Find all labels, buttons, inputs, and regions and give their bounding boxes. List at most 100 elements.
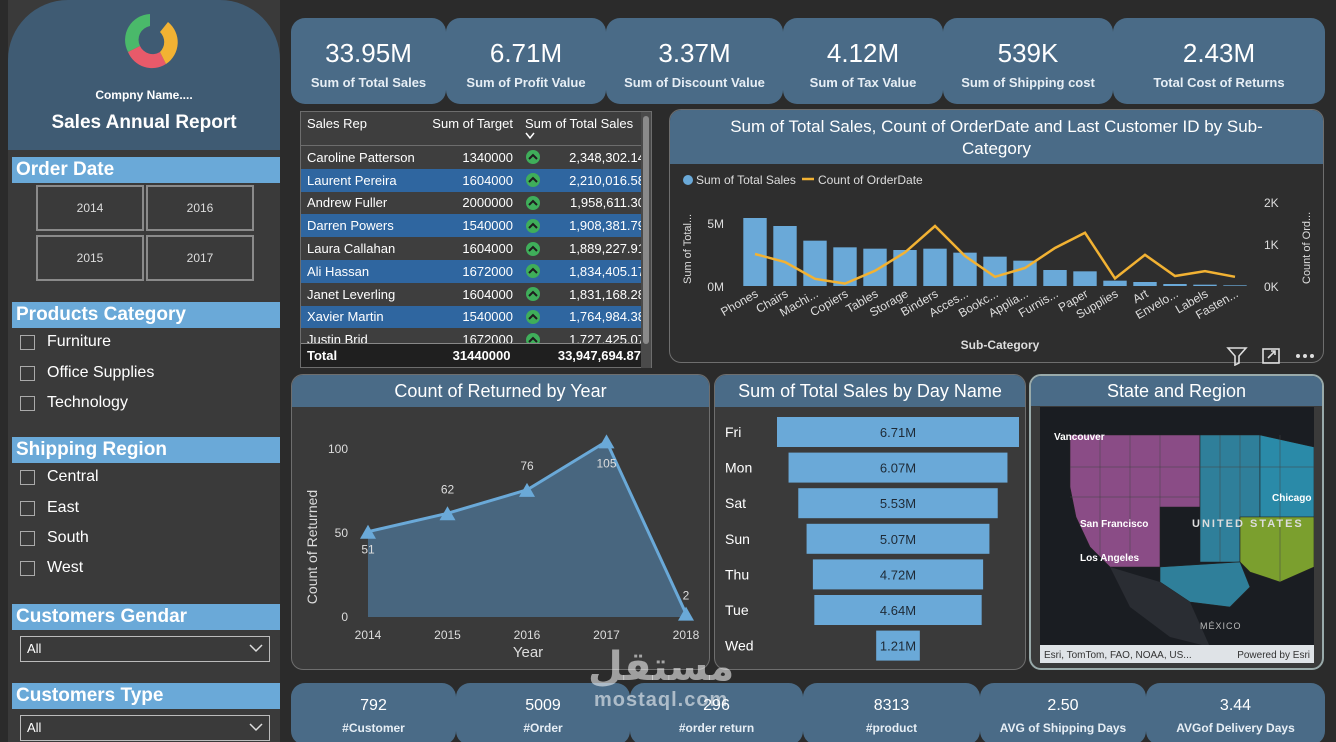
kpi-value: 2.43M bbox=[1182, 38, 1256, 68]
bar-11 bbox=[1073, 271, 1097, 286]
funnel-bar-3 bbox=[806, 523, 990, 554]
table-row[interactable]: Andrew Fuller 2000000 1,958,611.30 bbox=[301, 192, 651, 215]
cell-sales-rep: Ali Hassan bbox=[307, 263, 370, 279]
cell-target: 1340000 bbox=[462, 149, 513, 165]
us-map[interactable]: Vancouver San Francisco Los Angeles UNIT… bbox=[1040, 407, 1314, 663]
data-label: 62 bbox=[441, 482, 455, 496]
kpi-products: 8313 #product bbox=[803, 683, 980, 742]
gender-dropdown[interactable]: All bbox=[20, 636, 270, 662]
more-options-icon[interactable] bbox=[1294, 346, 1316, 366]
y-tick: 50 bbox=[335, 526, 349, 540]
funnel-bar-1 bbox=[788, 452, 1008, 483]
checkbox[interactable] bbox=[20, 334, 35, 350]
checkbox[interactable] bbox=[20, 530, 35, 546]
state-region-map-panel: State and Region Vancouver San Francisco… bbox=[1029, 374, 1324, 670]
region-east-shape[interactable] bbox=[1259, 434, 1314, 518]
cell-total-sales: 1,958,611.30 bbox=[570, 195, 645, 211]
cell-total-sales: 1,908,381.79 bbox=[569, 218, 645, 234]
bar-4 bbox=[863, 248, 887, 286]
area-series: 51 2014 62 2015 76 2016 105 2017 2 2018 bbox=[355, 434, 700, 642]
day-label: Fri bbox=[725, 424, 741, 440]
visual-header-icons bbox=[1226, 346, 1316, 366]
funnel-value: 1.21M bbox=[880, 639, 916, 654]
year-2014-button[interactable]: 2014 bbox=[36, 185, 144, 231]
checkbox-label: Technology bbox=[47, 394, 128, 411]
checkbox[interactable] bbox=[20, 395, 35, 411]
checkbox[interactable] bbox=[20, 560, 35, 576]
x-tick-label: 2015 bbox=[434, 628, 461, 642]
checkbox-label: East bbox=[47, 499, 80, 516]
kpi-label: Sum of Profit Value bbox=[466, 75, 586, 90]
funnel-value: 5.07M bbox=[880, 532, 916, 547]
point-marker-3 bbox=[598, 434, 615, 449]
category-office-supplies[interactable]: Office Supplies bbox=[20, 364, 154, 382]
kpi-label: #product bbox=[865, 721, 918, 735]
chart-title: Sum of Total Sales by Day Name bbox=[715, 375, 1025, 407]
table-row[interactable]: Laura Callahan 1604000 1,889,227.91 bbox=[301, 237, 651, 260]
y-axis-left-label: Sum of Total... bbox=[682, 214, 694, 284]
category-furniture[interactable]: Furniture bbox=[20, 333, 111, 351]
up-arrow-icon bbox=[526, 150, 540, 165]
bar-15 bbox=[1193, 284, 1217, 286]
checkbox[interactable] bbox=[20, 365, 35, 381]
kpi-label: AVG of Shipping Days bbox=[999, 721, 1127, 735]
table-header: Sales Rep Sum of Target Sum of Total Sal… bbox=[301, 112, 651, 146]
table-row[interactable]: Laurent Pereira 1604000 2,210,016.58 bbox=[301, 168, 651, 192]
column-header-sorted[interactable]: Sum of Total Sales bbox=[521, 112, 645, 145]
region-east[interactable]: East bbox=[20, 499, 79, 517]
region-west[interactable]: West bbox=[20, 559, 83, 577]
day-funnel-chart: Fri 6.71M Mon 6.07M Sat 5.53M Sun 5.07M Thu 4.72M… bbox=[725, 417, 1019, 661]
products-category-heading: Products Category bbox=[12, 302, 280, 328]
y-tick: 100 bbox=[328, 442, 348, 456]
chevron-down-icon bbox=[249, 723, 263, 732]
day-label: Sat bbox=[725, 495, 746, 511]
year-2015-button[interactable]: 2015 bbox=[36, 235, 144, 281]
cell-kpi-icon bbox=[521, 195, 545, 211]
map-attribution: Esri, TomTom, FAO, NOAA, US... bbox=[1044, 650, 1192, 661]
checkbox[interactable] bbox=[20, 500, 35, 516]
column-header[interactable]: Sales Rep bbox=[307, 116, 367, 131]
bar-9 bbox=[1013, 260, 1037, 286]
kpi-label: Sum of Shipping cost bbox=[961, 75, 1095, 90]
filter-icon[interactable] bbox=[1226, 346, 1248, 366]
table-row[interactable]: Janet Leverling 1604000 1,831,168.28 bbox=[301, 283, 651, 306]
x-axis-label: Sub-Category bbox=[961, 338, 1040, 352]
checkbox-label: West bbox=[47, 559, 84, 576]
table-row[interactable]: Caroline Patterson 1340000 2,348,302.14 bbox=[301, 146, 651, 169]
table-scrollbar[interactable] bbox=[641, 112, 651, 368]
brand-header: Compny Name.... Sales Annual Report bbox=[8, 0, 280, 150]
type-dropdown[interactable]: All bbox=[20, 715, 270, 741]
checkbox[interactable] bbox=[20, 469, 35, 485]
x-tick-labels: PhonesChairsMachi...CopiersTablesStorage… bbox=[718, 286, 1240, 322]
funnel-bar-2 bbox=[798, 488, 998, 519]
bar-12 bbox=[1103, 280, 1127, 286]
returned-area-chart: Count of Returned 100 50 0 51 2014 62 2015 7… bbox=[304, 434, 700, 661]
table-row[interactable]: Darren Powers 1540000 1,908,381.79 bbox=[301, 214, 651, 238]
cell-total-sales: 1,834,405.17 bbox=[569, 263, 645, 279]
map-title: State and Region bbox=[1031, 376, 1322, 406]
cell-sales-rep: Darren Powers bbox=[307, 218, 394, 234]
column-header[interactable]: Sum of Target bbox=[432, 116, 513, 131]
x-axis-label: Year bbox=[513, 644, 543, 661]
category-technology[interactable]: Technology bbox=[20, 394, 128, 412]
up-arrow-icon bbox=[526, 195, 540, 210]
point-marker-2 bbox=[519, 482, 535, 497]
total-label: Total bbox=[307, 348, 338, 363]
kpi-avg-shipping-days: 2.50 AVG of Shipping Days bbox=[980, 683, 1146, 742]
cell-sales-rep: Andrew Fuller bbox=[307, 195, 388, 211]
table-row[interactable]: Xavier Martin 1540000 1,764,984.38 bbox=[301, 305, 651, 329]
year-2016-button[interactable]: 2016 bbox=[146, 185, 254, 231]
scrollbar-thumb[interactable] bbox=[643, 116, 649, 344]
year-2017-button[interactable]: 2017 bbox=[146, 235, 254, 281]
cell-kpi-icon bbox=[521, 218, 545, 234]
shipping-region-heading: Shipping Region bbox=[12, 437, 280, 463]
x-tick-label: 2014 bbox=[355, 628, 382, 642]
region-central[interactable]: Central bbox=[20, 468, 99, 486]
funnel-bar-0 bbox=[777, 417, 1019, 447]
customers-type-heading: Customers Type bbox=[12, 683, 280, 709]
table-row[interactable]: Ali Hassan 1672000 1,834,405.17 bbox=[301, 259, 651, 283]
region-south[interactable]: South bbox=[20, 529, 89, 547]
focus-mode-icon[interactable] bbox=[1260, 346, 1282, 366]
day-label: Wed bbox=[725, 638, 754, 654]
sales-by-day-panel: Sum of Total Sales by Day Name Fri 6.71M M… bbox=[714, 374, 1026, 670]
